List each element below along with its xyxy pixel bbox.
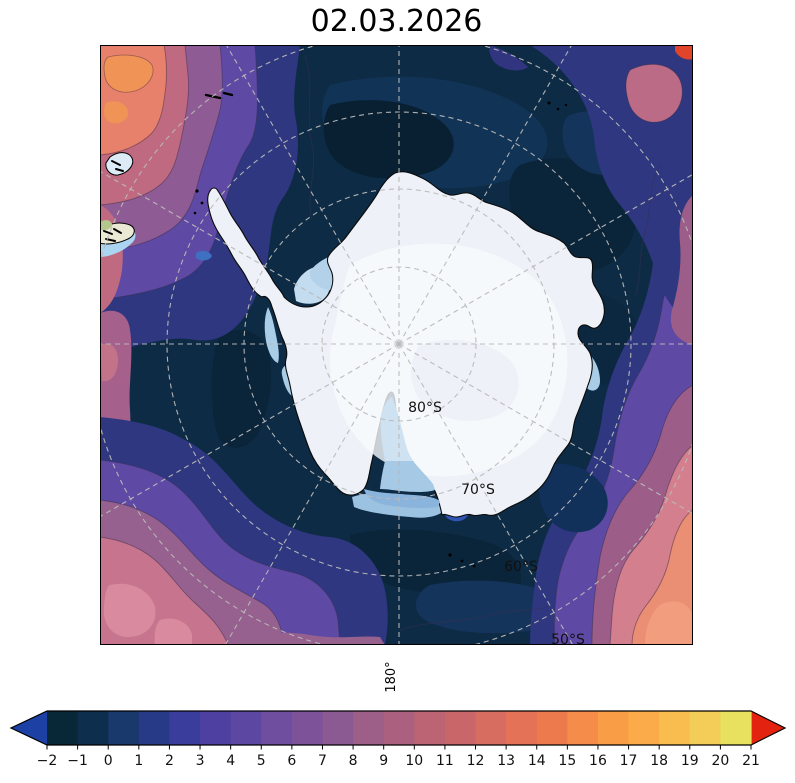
colorbar-tick-label: 12	[467, 753, 485, 769]
colorbar-segment	[138, 711, 171, 745]
colorbar-tick-label: 19	[681, 753, 699, 769]
colorbar-segment	[353, 711, 385, 745]
colorbar-segment	[689, 711, 721, 745]
colorbar-tick-label: 0	[104, 753, 113, 769]
lat-label-50s: 50°S	[551, 632, 585, 645]
colorbar-tick-label: 3	[196, 753, 205, 769]
colorbar-segment	[77, 711, 109, 745]
colorbar-segment	[536, 711, 568, 745]
lat-label-60s: 60°S	[504, 559, 538, 575]
colorbar-tick-label: 16	[589, 753, 607, 769]
colorbar-tick-label: 18	[650, 753, 668, 769]
colorbar-tick-label: 14	[528, 753, 546, 769]
latitude-labels: 80°S 70°S 60°S 50°S	[408, 400, 585, 645]
colorbar-over-arrow	[751, 711, 785, 745]
colorbar-segment	[506, 711, 538, 745]
colorbar-segment	[322, 711, 354, 745]
colorbar-tick-label: 11	[436, 753, 454, 769]
lat-label-70s: 70°S	[461, 482, 495, 498]
colorbar-tick-label: 2	[165, 753, 174, 769]
colorbar-segment	[475, 711, 507, 745]
colorbar-segment	[597, 711, 630, 745]
colorbar-tick-label: 10	[405, 753, 423, 769]
colorbar-tick-label: 5	[257, 753, 266, 769]
islands	[100, 91, 568, 568]
colorbar-tick-label: 21	[742, 753, 760, 769]
colorbar-tick-label: 6	[287, 753, 296, 769]
colorbar-segment	[444, 711, 477, 745]
colorbar-tick-label: 8	[349, 753, 358, 769]
antarctic-sst-map: 80°S 70°S 60°S 50°S	[100, 45, 693, 645]
colorbar: −2 −1 0 1 2 3 4 5 6 7 8 9 10 11 12 13 14 15 16 17 18 19 20 21	[9, 710, 787, 769]
colorbar-segment	[108, 711, 140, 745]
colorbar-tick-label: 17	[620, 753, 638, 769]
colorbar-tick-label: 20	[711, 753, 729, 769]
colorbar-tick-label: 1	[134, 753, 143, 769]
colorbar-tick-label: 4	[226, 753, 235, 769]
colorbar-segment	[383, 711, 415, 745]
colorbar-tick-label: 15	[558, 753, 576, 769]
colorbar-tick-label: −2	[37, 753, 58, 769]
colorbar-tick-label: 7	[318, 753, 327, 769]
colorbar-segment	[414, 711, 446, 745]
colorbar-tick-label: 9	[379, 753, 388, 769]
colorbar-segment	[628, 711, 660, 745]
longitude-label-180: 180°	[384, 661, 399, 693]
lat-label-80s: 80°S	[408, 400, 442, 416]
colorbar-segment	[291, 711, 324, 745]
colorbar-segment	[567, 711, 599, 745]
colorbar-ticks: −2 −1 0 1 2 3 4 5 6 7 8 9 10 11 12 13 14 15 16 17 18 19 20 21	[37, 745, 760, 769]
colorbar-tick-label: −1	[67, 753, 88, 769]
graticule	[100, 45, 693, 645]
plot-title: 02.03.2026	[310, 4, 483, 39]
colorbar-segment	[720, 711, 752, 745]
colorbar-segment	[47, 711, 79, 745]
colorbar-tick-label: 13	[497, 753, 515, 769]
colorbar-segment	[261, 711, 293, 745]
colorbar-segment	[169, 711, 201, 745]
colorbar-segments	[9, 710, 787, 746]
map-panel: 80°S 70°S 60°S 50°S	[100, 45, 693, 645]
antarctica-landmass	[207, 171, 605, 518]
colorbar-segment	[230, 711, 262, 745]
colorbar-segment	[659, 711, 691, 745]
colorbar-under-arrow	[11, 711, 47, 745]
colorbar-segment	[200, 711, 232, 745]
